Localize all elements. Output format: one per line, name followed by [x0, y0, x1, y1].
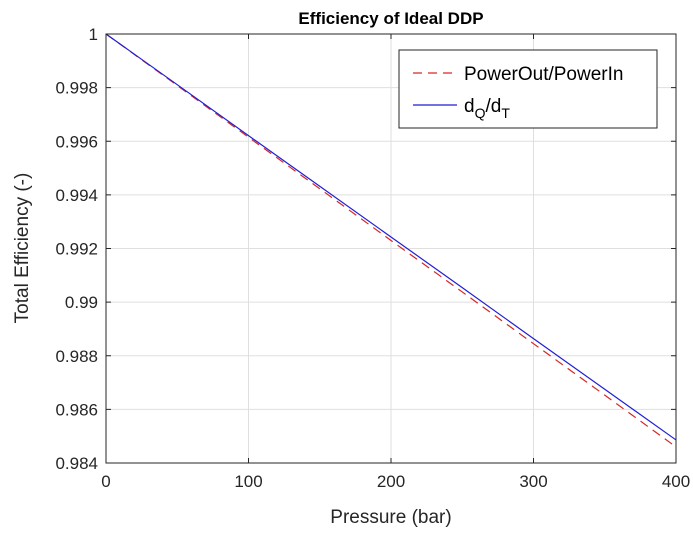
ticks: 0 100 200 300 400 0.984 0.986 0.988 0.99 0.992 0.9…	[55, 25, 690, 491]
y-tick-label: 0.984	[55, 454, 98, 473]
y-tick-label: 0.996	[55, 132, 98, 151]
x-tick-label: 0	[101, 472, 110, 491]
y-tick-label: 0.988	[55, 347, 98, 366]
y-tick-label: 0.99	[65, 293, 98, 312]
y-tick-label: 0.992	[55, 240, 98, 259]
x-tick-label: 300	[519, 472, 547, 491]
x-tick-label: 400	[662, 472, 690, 491]
chart-title: Efficiency of Ideal DDP	[298, 9, 483, 28]
legend-label-powerout: PowerOut/PowerIn	[464, 64, 623, 85]
legend-label-dqdt-sub-q: Q	[475, 105, 486, 121]
y-tick-label: 0.986	[55, 400, 98, 419]
x-axis-label: Pressure (bar)	[330, 507, 451, 528]
legend-box	[398, 49, 658, 129]
y-tick-label: 0.994	[55, 186, 98, 205]
series-line-powerout-powerin	[105, 33, 677, 448]
y-tick-label: 1	[89, 25, 98, 44]
legend-label-dqdt-sub-t: T	[501, 105, 510, 121]
x-tick-label: 200	[377, 472, 405, 491]
y-tick-label: 0.998	[55, 79, 98, 98]
x-tick-label: 100	[234, 472, 262, 491]
legend-label-dqdt-slash-d: /d	[485, 96, 501, 117]
legend-label-dqdt: dQ/dT	[464, 96, 510, 121]
legend-label-dqdt-d: d	[464, 96, 475, 117]
series-line-dq-dt	[105, 33, 677, 441]
y-axis-label: Total Efficiency (-)	[12, 173, 33, 324]
series-layer	[105, 33, 677, 448]
legend: PowerOut/PowerIn dQ/dT	[398, 49, 658, 129]
